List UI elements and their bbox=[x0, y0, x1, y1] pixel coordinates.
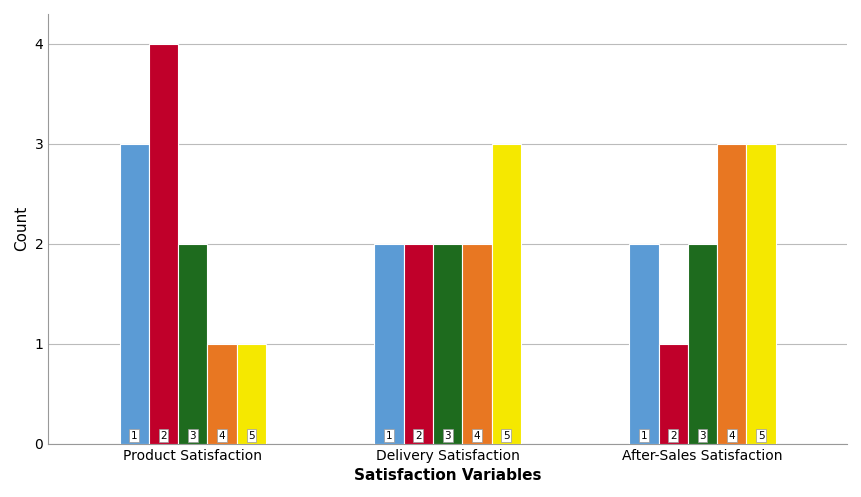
Bar bbox=[492, 144, 521, 444]
Text: 4: 4 bbox=[728, 431, 735, 441]
Bar bbox=[659, 344, 688, 444]
Text: 5: 5 bbox=[758, 431, 765, 441]
Bar bbox=[404, 244, 433, 444]
Text: 3: 3 bbox=[699, 431, 706, 441]
Text: 2: 2 bbox=[415, 431, 422, 441]
Text: 2: 2 bbox=[160, 431, 167, 441]
Text: 5: 5 bbox=[503, 431, 510, 441]
Bar bbox=[462, 244, 492, 444]
Text: 1: 1 bbox=[386, 431, 393, 441]
Bar bbox=[120, 144, 149, 444]
Bar bbox=[375, 244, 404, 444]
Text: 1: 1 bbox=[131, 431, 138, 441]
Bar bbox=[629, 244, 659, 444]
Bar bbox=[208, 344, 237, 444]
Y-axis label: Count: Count bbox=[14, 206, 29, 251]
Text: 4: 4 bbox=[474, 431, 480, 441]
Bar bbox=[688, 244, 717, 444]
Text: 3: 3 bbox=[189, 431, 196, 441]
Bar bbox=[433, 244, 462, 444]
X-axis label: Satisfaction Variables: Satisfaction Variables bbox=[354, 468, 542, 483]
Text: 2: 2 bbox=[670, 431, 677, 441]
Text: 1: 1 bbox=[641, 431, 647, 441]
Bar bbox=[717, 144, 746, 444]
Bar bbox=[237, 344, 266, 444]
Bar bbox=[746, 144, 776, 444]
Text: 4: 4 bbox=[219, 431, 226, 441]
Bar bbox=[149, 44, 178, 444]
Bar bbox=[178, 244, 208, 444]
Text: 3: 3 bbox=[444, 431, 451, 441]
Text: 5: 5 bbox=[248, 431, 255, 441]
